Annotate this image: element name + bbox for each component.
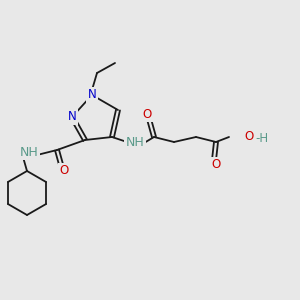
Text: N: N bbox=[88, 88, 96, 101]
Text: NH: NH bbox=[126, 136, 144, 149]
Text: O: O bbox=[142, 107, 152, 121]
Text: N: N bbox=[68, 110, 76, 124]
Text: O: O bbox=[212, 158, 220, 172]
Text: NH: NH bbox=[20, 146, 38, 158]
Text: O: O bbox=[59, 164, 69, 178]
Text: -H: -H bbox=[255, 131, 268, 145]
Text: O: O bbox=[244, 130, 253, 143]
